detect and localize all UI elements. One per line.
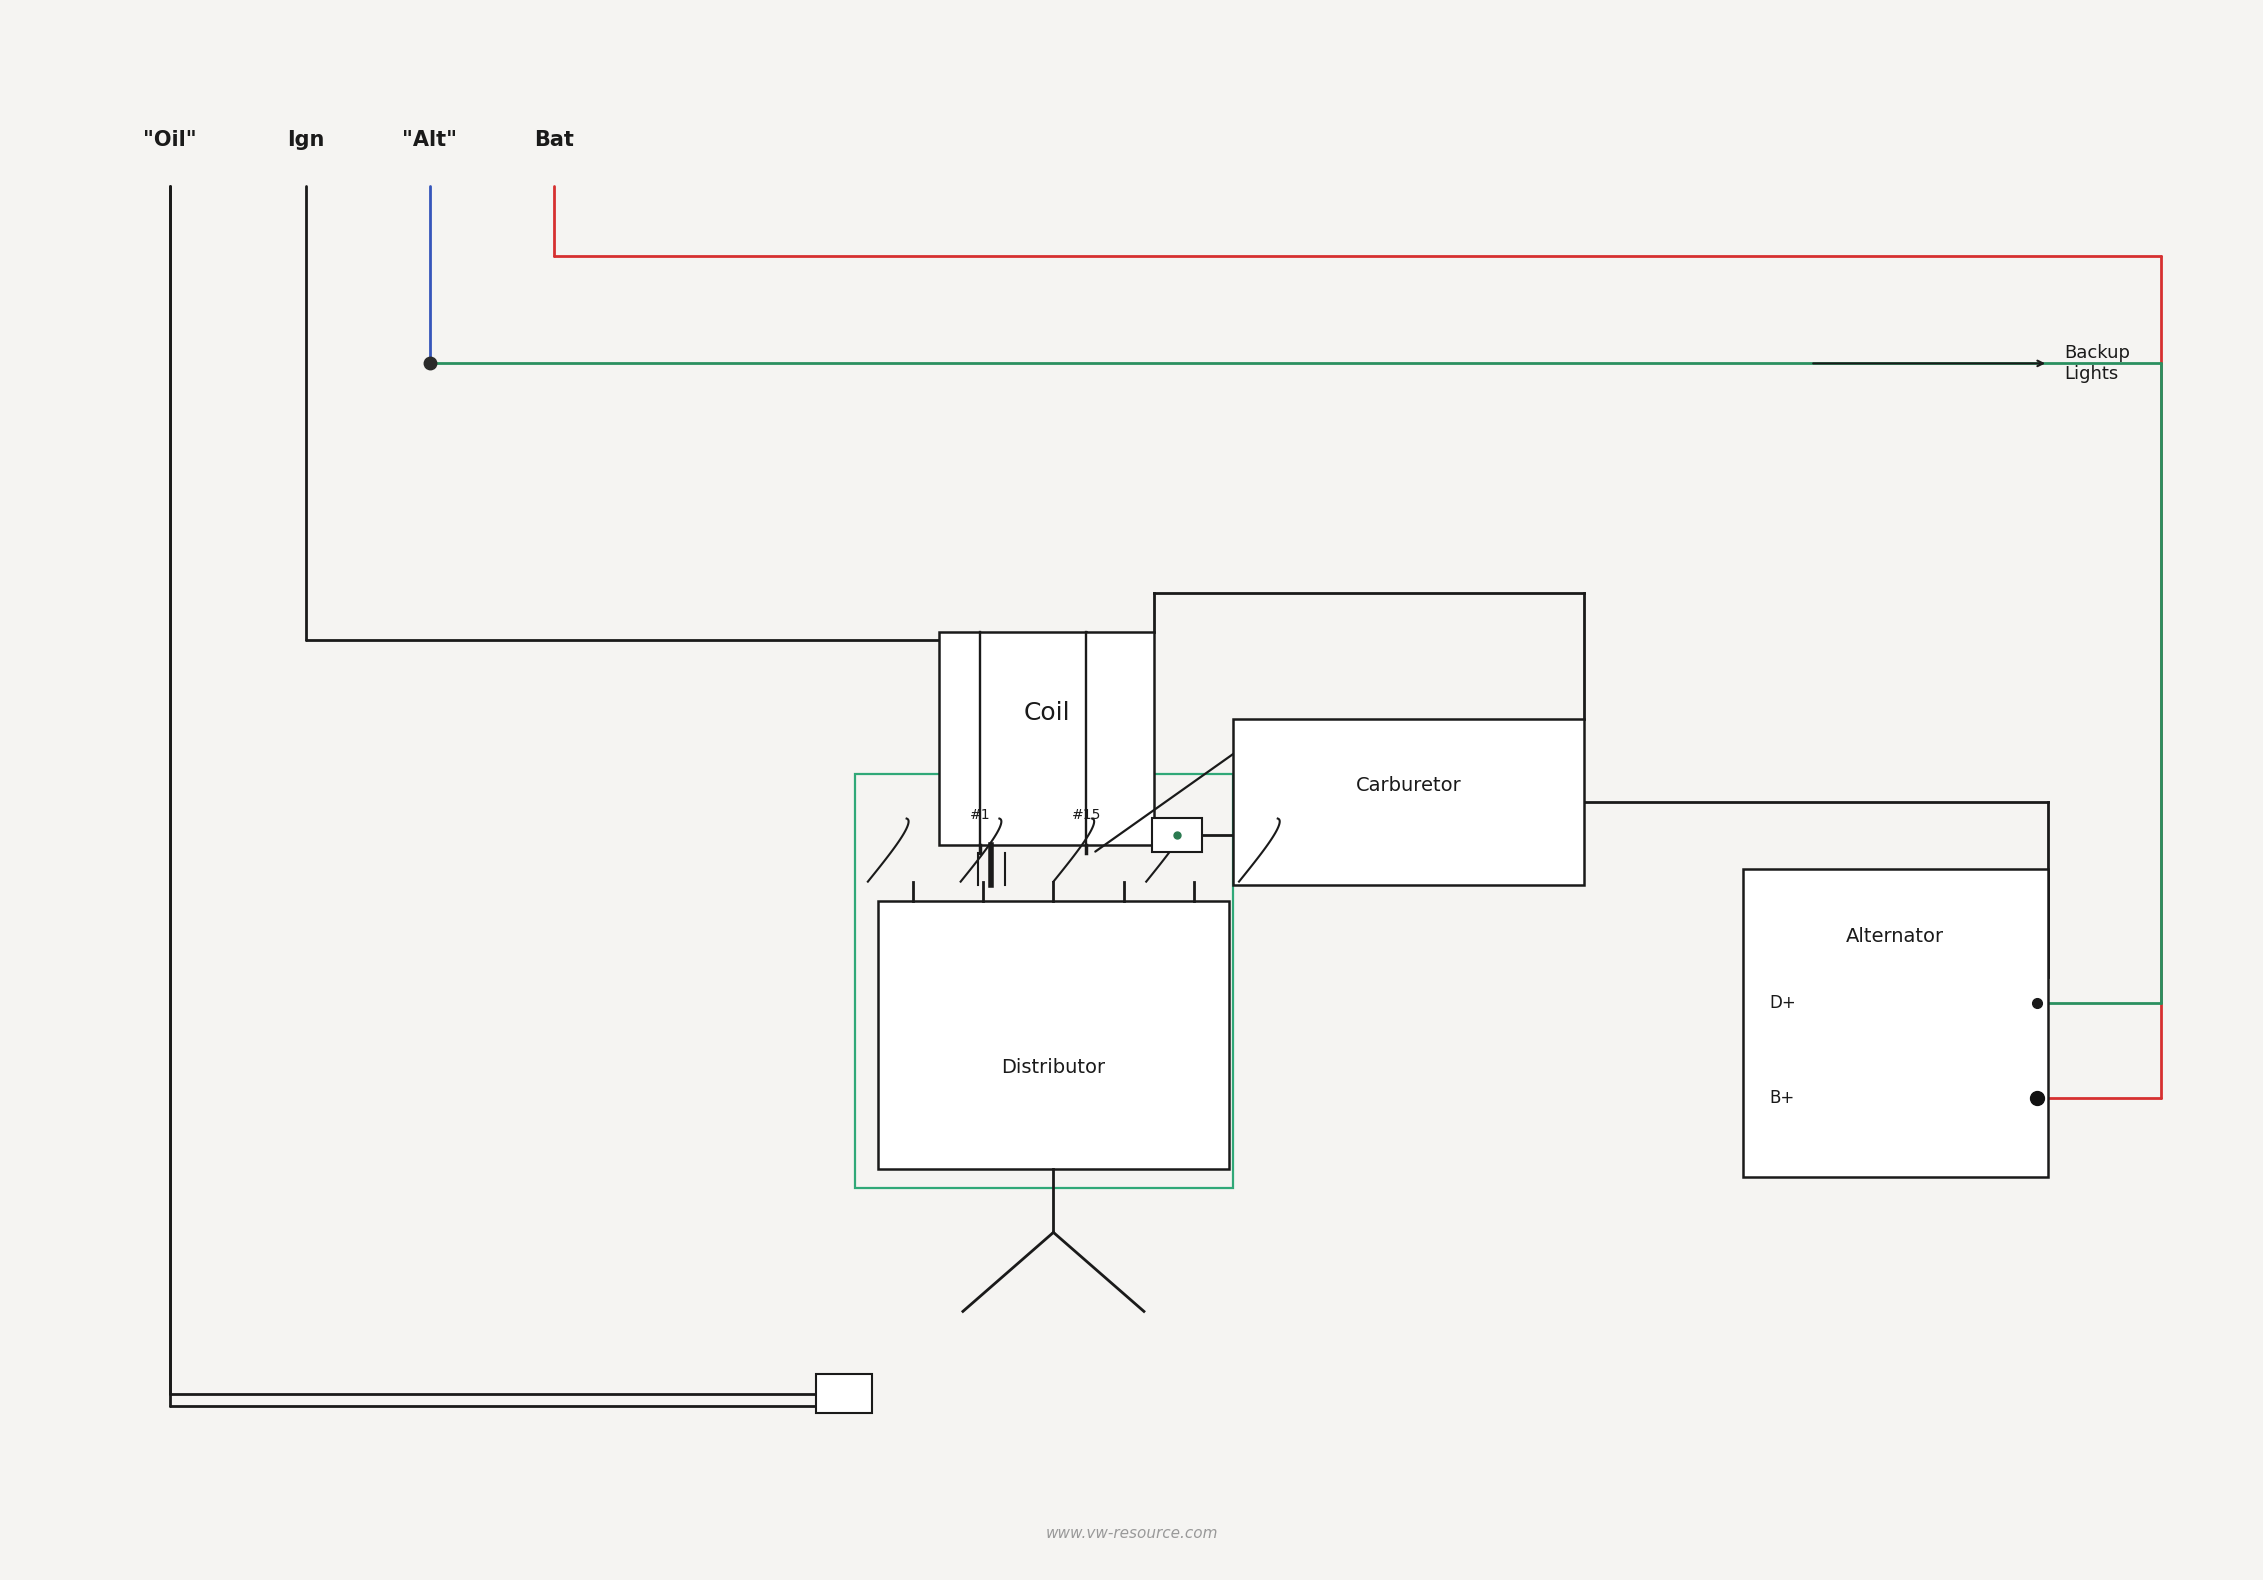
Text: Carburetor: Carburetor (1356, 776, 1462, 795)
Text: "Alt": "Alt" (403, 130, 457, 150)
Bar (855, 774, 1233, 1188)
Text: Coil: Coil (1023, 702, 1070, 725)
Text: D+: D+ (1770, 994, 1797, 1013)
Bar (1233, 719, 1584, 885)
Text: Ign: Ign (287, 130, 324, 150)
Text: B+: B+ (1770, 1089, 1795, 1108)
Bar (1743, 869, 2048, 1177)
Text: "Oil": "Oil" (143, 130, 197, 150)
Text: Alternator: Alternator (1847, 927, 1944, 946)
Text: #1: #1 (969, 807, 991, 822)
Text: Distributor: Distributor (1000, 1057, 1107, 1076)
Text: www.vw-resource.com: www.vw-resource.com (1046, 1526, 1217, 1540)
Bar (1152, 818, 1202, 853)
Bar (878, 901, 1229, 1169)
Text: #15: #15 (1073, 807, 1100, 822)
Bar (817, 1375, 874, 1414)
Text: Bat: Bat (534, 130, 575, 150)
Text: Backup
Lights: Backup Lights (2064, 344, 2129, 382)
Bar (939, 632, 1154, 845)
